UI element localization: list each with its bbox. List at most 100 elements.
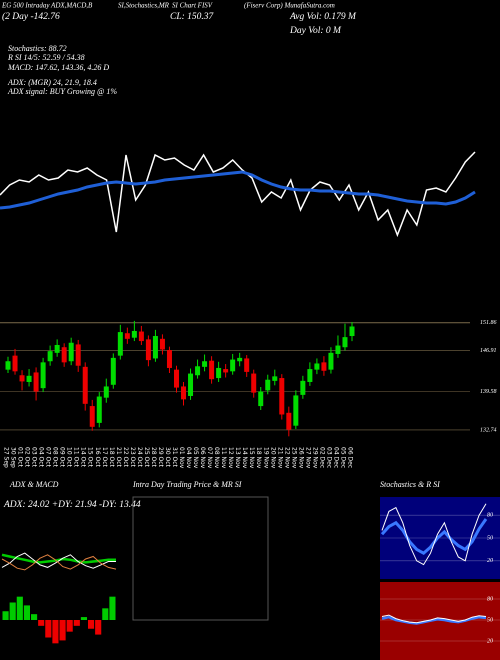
x-tick-label: 30 Oct [164,447,171,468]
x-tick-label: 26 Nov [297,447,304,469]
candle-body [328,352,334,370]
x-tick-label: 15 Nov [248,447,255,469]
y-tick-label: 80 [487,596,493,602]
x-tick-label: 24 Oct [136,447,143,468]
indicator-line [381,614,487,624]
panel-title: Stochastics & R SI [380,480,440,489]
candle-body [258,391,264,407]
histogram-bar [73,620,80,626]
histogram-bar [2,611,9,620]
x-tick-label: 25 Oct [143,447,150,468]
candle-body [159,338,165,350]
panel-annotation: ADX: 24.02 +DY: 21.94 -DY: 13.44 [3,500,141,510]
candle-body [40,362,46,389]
x-tick-label: 05 Nov [192,447,199,469]
x-tick-label: 07 Oct [45,447,52,468]
histogram-bar [31,614,38,620]
indicator-line [1,554,117,571]
candle-body [19,375,25,382]
histogram-bar [9,602,16,620]
candle-body [173,369,179,388]
candle-body [26,375,32,382]
x-tick-label: 06 Nov [199,447,206,469]
y-tick-label: 50 [487,535,493,541]
candle-body [216,367,222,379]
candle-body [75,344,81,366]
candle-body [307,369,313,382]
candle-body [47,351,53,362]
x-tick-label: 28 Oct [150,447,157,468]
x-tick-label: 30 Sep [10,447,17,468]
candle-body [321,362,327,371]
candle-body [124,333,130,339]
x-tick-label: 04 Nov [185,447,192,469]
candle-body [314,363,320,370]
x-tick-label: 07 Nov [206,447,213,469]
x-tick-label: 18 Oct [108,447,115,468]
candle-body [237,357,243,362]
candle-body [230,359,236,372]
stat-text: ADX: (MGR) 24, 21.9, 18.4 [7,78,97,87]
header-text: (Fiserv Corp) MunafaSutra.com [244,2,335,10]
x-tick-label: 16 Oct [94,447,101,468]
candle-body [117,332,123,356]
candle-body [96,396,102,423]
y-tick-label: 151.86 [480,320,497,326]
avg-volume: Avg Vol: 0.179 M [289,12,357,22]
x-tick-label: 02 Dec [318,447,325,468]
y-tick-label: 20 [487,558,493,564]
candle-body [89,406,95,427]
stat-text: ADX signal: BUY Growing @ 1% [7,87,117,96]
candle-body [286,412,292,430]
day-volume: Day Vol: 0 M [289,26,342,36]
x-tick-label: 22 Oct [122,447,129,468]
candle-body [293,395,299,426]
x-tick-label: 27 Sep [3,447,10,468]
candle-body [335,345,341,354]
histogram-bar [88,620,95,629]
candle-body [188,373,194,396]
candle-body [272,376,278,381]
x-tick-label: 06 Dec [347,447,354,468]
x-tick-label: 14 Oct [80,447,87,468]
x-tick-label: 14 Nov [241,447,248,469]
stat-text: R SI 14/5: 52.59 / 54.38 [7,53,85,62]
x-tick-label: 20 Nov [269,447,276,469]
candle-body [82,366,88,404]
x-tick-label: 03 Dec [325,447,332,468]
header-text: SI Chart FISV [172,2,213,10]
y-tick-label: 132.74 [480,426,497,433]
candle-body [145,339,151,361]
stat-text: MACD: 147.62, 143.36, 4.26 D [7,63,109,72]
candle-body [131,330,137,338]
candle-body [12,355,18,372]
candle-body [300,380,306,395]
indicator-line [0,151,476,238]
candle-body [61,347,67,363]
candle-body [349,326,355,337]
x-tick-label: 17 Oct [101,447,108,468]
y-tick-label: 80 [487,513,493,519]
indicator-line [1,552,116,569]
candle-body [181,386,187,400]
candle-body [5,361,11,370]
candle-body [244,358,250,372]
x-tick-label: 29 Nov [311,447,318,469]
y-tick-label: 139.58 [480,389,497,395]
x-tick-label: 13 Nov [234,447,241,469]
candle-body [138,331,144,342]
candle-body [166,350,172,368]
candle-body [251,373,257,393]
x-tick-label: 08 Nov [213,447,220,469]
histogram-bar [109,596,116,620]
stat-text: Stochastics: 88.72 [8,44,67,53]
candle-body [223,369,229,373]
histogram-bar [102,608,109,620]
x-tick-label: 22 Nov [283,447,290,469]
candle-body [195,366,201,376]
indicator-line [0,170,476,210]
panel-title: Intra Day Trading Price & MR SI [132,480,242,489]
candle-body [342,337,348,348]
x-tick-label: 08 Oct [52,447,59,468]
